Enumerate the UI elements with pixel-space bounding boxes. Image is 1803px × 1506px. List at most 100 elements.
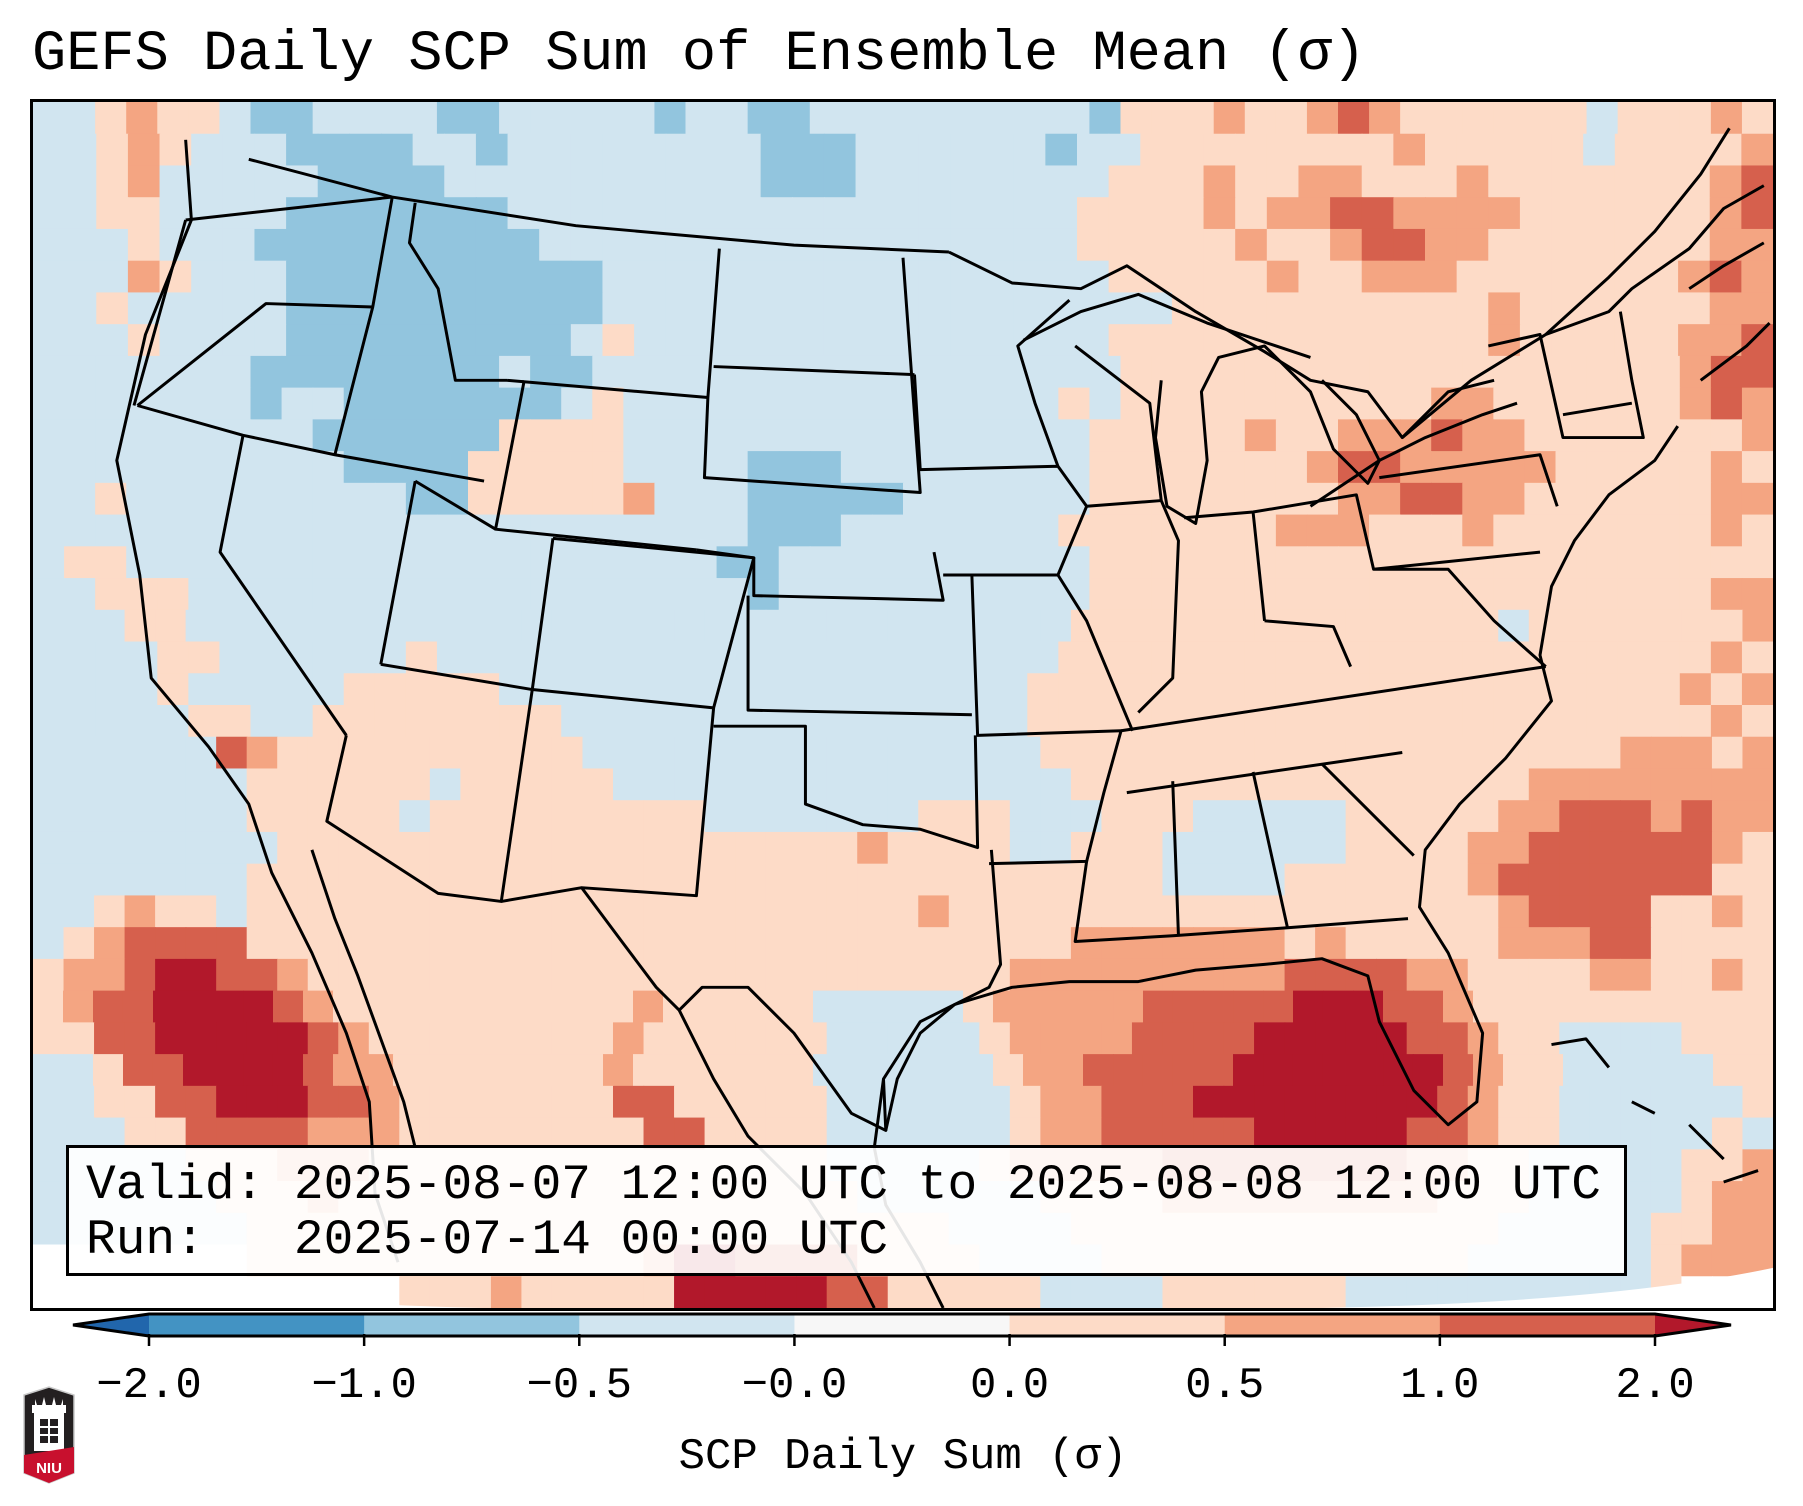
grid-cell bbox=[1101, 1022, 1133, 1055]
grid-cell bbox=[760, 165, 793, 198]
grid-cell bbox=[521, 895, 553, 928]
grid-cell bbox=[338, 831, 370, 865]
grid-cell bbox=[1681, 736, 1713, 770]
grid-cell bbox=[1045, 165, 1078, 198]
grid-cell bbox=[1040, 1022, 1072, 1055]
grid-cell bbox=[918, 1117, 950, 1151]
grid-cell bbox=[1223, 863, 1255, 897]
grid-cell bbox=[654, 705, 687, 738]
grid-cell bbox=[1488, 260, 1521, 294]
grid-cell bbox=[185, 863, 217, 897]
grid-cell bbox=[1284, 768, 1316, 801]
grid-cell bbox=[654, 673, 687, 706]
grid-cell bbox=[747, 355, 780, 389]
grid-cell bbox=[63, 800, 95, 833]
grid-cell bbox=[996, 387, 1028, 421]
grid-cell bbox=[399, 895, 431, 928]
grid-cell bbox=[1711, 1244, 1744, 1277]
grid-cell bbox=[1263, 990, 1294, 1024]
grid-cell bbox=[1583, 197, 1616, 230]
grid-cell bbox=[222, 228, 256, 262]
grid-cell bbox=[63, 831, 95, 865]
grid-cell bbox=[918, 324, 952, 357]
grid-cell bbox=[1400, 578, 1432, 611]
grid-cell bbox=[1681, 927, 1713, 960]
grid-cell bbox=[918, 958, 950, 992]
grid-cell bbox=[948, 1085, 981, 1119]
grid-cell bbox=[1376, 958, 1408, 992]
grid-cell bbox=[1709, 292, 1743, 325]
grid-cell bbox=[1045, 133, 1078, 167]
grid-cell bbox=[124, 1022, 156, 1055]
grid-cell bbox=[1617, 419, 1650, 452]
grid-cell bbox=[1681, 958, 1713, 992]
grid-cell bbox=[612, 736, 645, 770]
grid-cell bbox=[1555, 482, 1588, 516]
grid-cell bbox=[63, 1117, 95, 1151]
grid-cell bbox=[185, 958, 217, 992]
grid-cell bbox=[429, 927, 462, 960]
grid-cell bbox=[582, 927, 614, 960]
grid-cell bbox=[64, 387, 96, 421]
grid-cell bbox=[1741, 514, 1773, 548]
grid-cell bbox=[1376, 863, 1408, 897]
grid-cell bbox=[33, 260, 66, 294]
grid-cell bbox=[765, 1117, 797, 1151]
grid-cell bbox=[1617, 673, 1650, 706]
grid-cell bbox=[623, 451, 656, 484]
grid-cell bbox=[33, 546, 65, 579]
grid-cell bbox=[1551, 324, 1584, 357]
grid-cell bbox=[1400, 514, 1432, 548]
grid-cell bbox=[460, 800, 492, 833]
grid-cell bbox=[1431, 641, 1463, 674]
grid-cell bbox=[1040, 800, 1072, 833]
grid-cell bbox=[823, 324, 857, 357]
colorbar-bin bbox=[364, 1314, 580, 1336]
grid-cell bbox=[33, 1117, 65, 1151]
gulf-coastline bbox=[884, 425, 1679, 1131]
grid-cell bbox=[1741, 133, 1773, 167]
grid-cell bbox=[1533, 990, 1564, 1024]
grid-cell bbox=[1431, 705, 1463, 738]
grid-cell bbox=[551, 1276, 584, 1308]
grid-cell bbox=[1171, 260, 1205, 294]
grid-cell bbox=[1710, 705, 1743, 738]
grid-cell bbox=[602, 292, 635, 325]
grid-cell bbox=[1462, 387, 1495, 421]
grid-cell bbox=[1254, 609, 1286, 643]
grid-cell bbox=[412, 165, 445, 198]
grid-cell bbox=[126, 641, 158, 674]
grid-cell bbox=[254, 260, 287, 294]
grid-cell bbox=[561, 451, 593, 484]
grid-cell bbox=[716, 419, 749, 452]
grid-cell bbox=[436, 102, 469, 135]
grid-cell bbox=[1376, 1276, 1408, 1308]
grid-cell bbox=[1742, 831, 1773, 865]
grid-cell bbox=[582, 831, 614, 865]
grid-cell bbox=[1275, 546, 1308, 579]
grid-cell bbox=[685, 419, 718, 452]
grid-cell bbox=[1679, 419, 1712, 452]
grid-cell bbox=[124, 1117, 156, 1151]
colorbar-tick-label: 0.0 bbox=[969, 1361, 1050, 1411]
grid-cell bbox=[1711, 768, 1744, 801]
grid-cell bbox=[381, 324, 414, 357]
grid-cell bbox=[63, 990, 94, 1024]
grid-cell bbox=[1488, 228, 1521, 262]
grid-cell bbox=[855, 165, 888, 198]
grid-cell bbox=[735, 1276, 767, 1308]
grid-cell bbox=[1058, 514, 1091, 548]
grid-cell bbox=[188, 514, 221, 548]
grid-cell bbox=[934, 355, 966, 389]
grid-cell bbox=[1437, 1276, 1469, 1308]
grid-cell bbox=[1101, 800, 1133, 833]
grid-cell bbox=[765, 800, 797, 833]
grid-cell bbox=[792, 165, 825, 198]
grid-cell bbox=[1711, 895, 1744, 928]
grid-cell bbox=[1013, 228, 1047, 262]
logo-window-grid bbox=[40, 1419, 58, 1443]
grid-cell bbox=[95, 578, 127, 611]
grid-cell bbox=[64, 324, 97, 357]
grid-cell bbox=[312, 102, 345, 135]
grid-cell bbox=[1400, 641, 1432, 674]
